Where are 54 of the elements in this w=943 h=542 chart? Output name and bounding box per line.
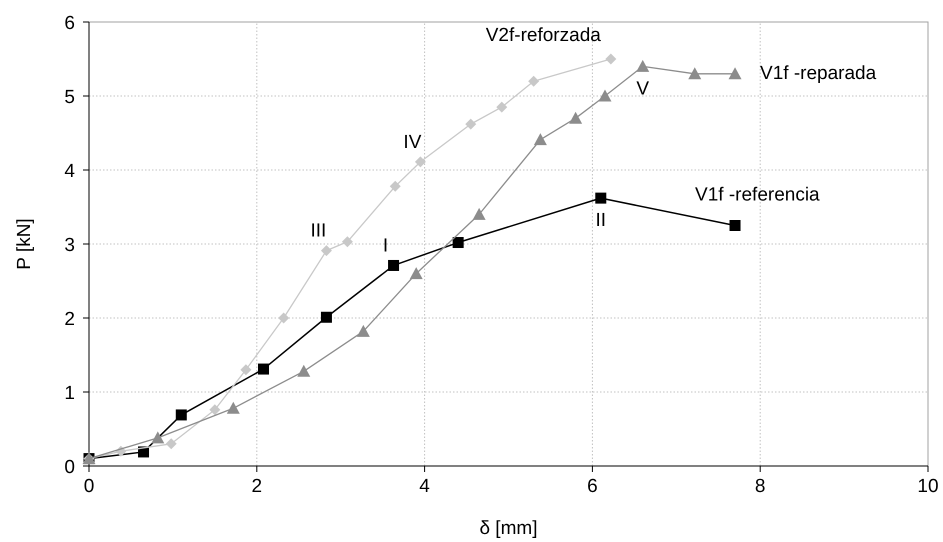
point xyxy=(605,54,616,64)
point xyxy=(452,237,464,248)
point xyxy=(356,324,370,337)
point xyxy=(410,267,423,280)
annotation: IV xyxy=(403,132,422,153)
point xyxy=(278,312,290,324)
y-tick-label: 2 xyxy=(64,309,75,330)
point xyxy=(226,402,240,414)
series-label: V1f -referencia xyxy=(695,184,820,206)
annotation: V xyxy=(636,78,650,100)
series-label: V1f -reparada xyxy=(760,62,877,84)
point xyxy=(534,133,547,146)
point xyxy=(240,364,252,376)
point xyxy=(636,60,650,72)
y-tick-label: 6 xyxy=(64,13,75,34)
point xyxy=(730,220,741,231)
series-label: V2f-reforzada xyxy=(486,25,602,46)
point xyxy=(388,260,400,271)
point xyxy=(472,208,486,220)
x-axis-title: δ [mm] xyxy=(479,518,538,539)
point xyxy=(166,438,177,450)
y-tick-label: 0 xyxy=(64,457,75,478)
annotation: I xyxy=(382,235,388,256)
x-tick-label: 2 xyxy=(252,476,262,497)
annotation: III xyxy=(310,220,326,242)
point xyxy=(528,76,540,87)
point xyxy=(390,180,401,192)
point xyxy=(728,67,742,80)
y-tick-label: 5 xyxy=(64,87,75,108)
y-tick-label: 4 xyxy=(64,161,76,182)
y-tick-label: 1 xyxy=(64,383,75,404)
x-tick-label: 6 xyxy=(587,476,598,497)
x-tick-label: 0 xyxy=(84,476,94,497)
point xyxy=(320,312,332,323)
annotation: II xyxy=(596,210,606,232)
point xyxy=(569,112,582,124)
point xyxy=(598,90,612,102)
point xyxy=(595,192,606,204)
x-tick-label: 8 xyxy=(754,476,766,497)
point xyxy=(496,102,508,113)
point xyxy=(209,404,220,416)
point xyxy=(258,364,270,375)
point xyxy=(297,364,310,377)
point xyxy=(176,409,187,420)
point xyxy=(320,245,332,256)
point xyxy=(342,236,353,248)
point xyxy=(465,118,476,130)
x-tick-label: 10 xyxy=(917,476,939,497)
y-axis-title: P [kN] xyxy=(14,218,35,270)
y-tick-label: 3 xyxy=(64,235,75,256)
point xyxy=(688,67,702,80)
point xyxy=(414,156,426,168)
point xyxy=(151,431,164,444)
x-tick-label: 4 xyxy=(419,476,430,497)
